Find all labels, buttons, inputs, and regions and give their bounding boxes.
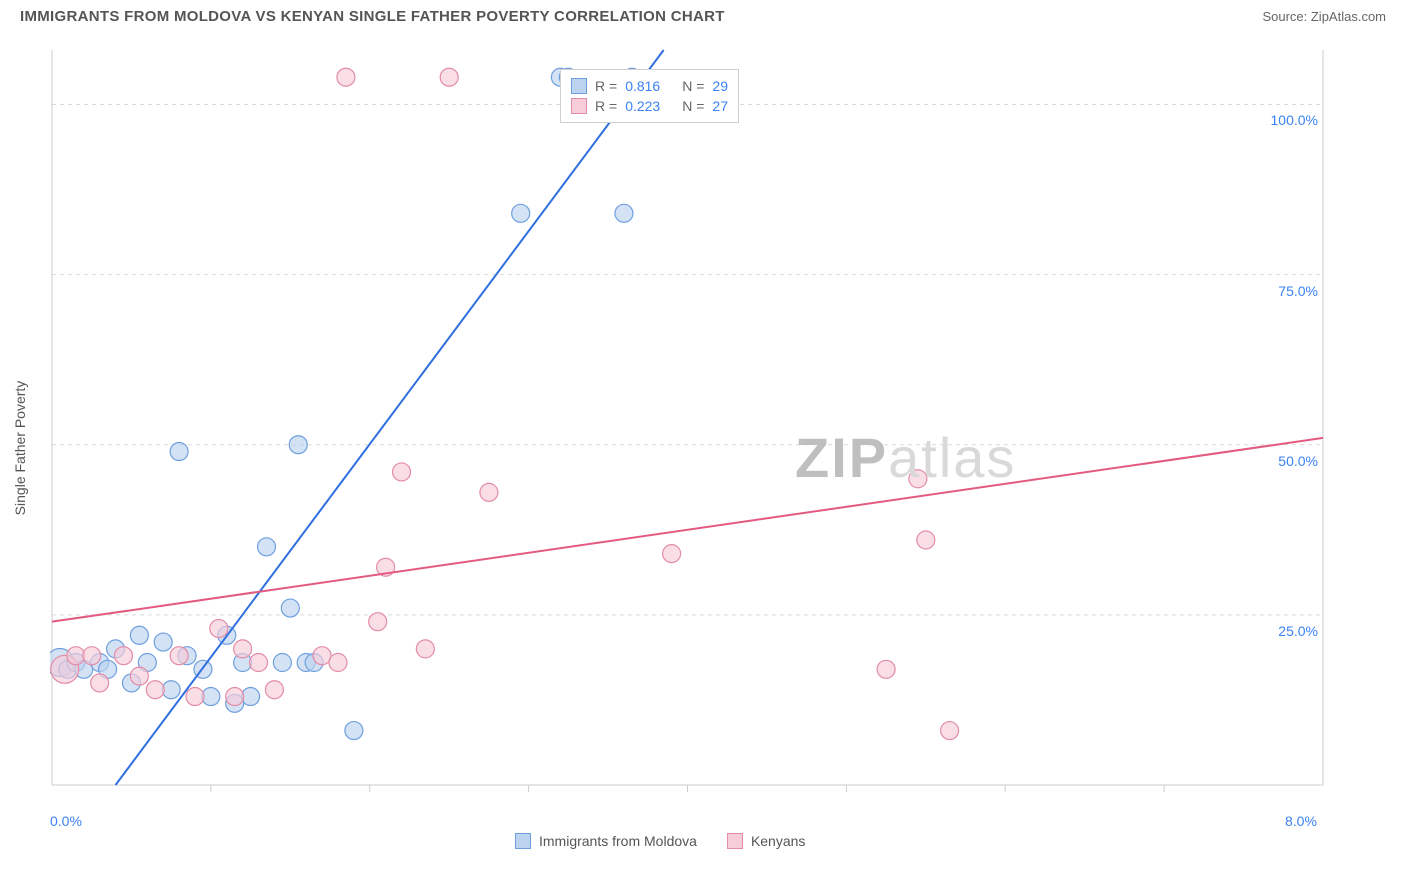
- legend-series: Immigrants from Moldova Kenyans: [515, 833, 805, 849]
- chart-title: IMMIGRANTS FROM MOLDOVA VS KENYAN SINGLE…: [20, 8, 725, 25]
- legend-series-label: Kenyans: [751, 833, 805, 849]
- legend-swatch: [571, 98, 587, 114]
- r-label: R =: [595, 98, 617, 114]
- legend-swatch: [571, 78, 587, 94]
- x-axis-min-label: 0.0%: [50, 813, 82, 829]
- scatter-plot: [50, 45, 1325, 815]
- y-tick-label: 50.0%: [1263, 453, 1318, 469]
- chart-header: IMMIGRANTS FROM MOLDOVA VS KENYAN SINGLE…: [0, 0, 1406, 31]
- legend-stats: R = 0.816 N = 29 R = 0.223 N = 27: [560, 69, 739, 123]
- r-value: 0.816: [625, 78, 660, 94]
- n-value: 29: [712, 78, 728, 94]
- legend-swatch: [727, 833, 743, 849]
- r-value: 0.223: [625, 98, 660, 114]
- n-label: N =: [682, 98, 704, 114]
- legend-series-label: Immigrants from Moldova: [539, 833, 697, 849]
- legend-series-item: Immigrants from Moldova: [515, 833, 697, 849]
- y-tick-label: 100.0%: [1263, 112, 1318, 128]
- legend-series-item: Kenyans: [727, 833, 805, 849]
- n-label: N =: [682, 78, 704, 94]
- y-axis-label: Single Father Poverty: [12, 380, 28, 515]
- r-label: R =: [595, 78, 617, 94]
- x-axis-max-label: 8.0%: [1285, 813, 1317, 829]
- chart-source: Source: ZipAtlas.com: [1262, 9, 1386, 24]
- n-value: 27: [712, 98, 728, 114]
- legend-swatch: [515, 833, 531, 849]
- chart-container: Single Father Poverty ZIPatlas R =0.816N…: [50, 45, 1380, 850]
- legend-stat-row: R = 0.223 N = 27: [571, 96, 728, 116]
- y-tick-label: 25.0%: [1263, 623, 1318, 639]
- y-tick-label: 75.0%: [1263, 283, 1318, 299]
- legend-stat-row: R = 0.816 N = 29: [571, 76, 728, 96]
